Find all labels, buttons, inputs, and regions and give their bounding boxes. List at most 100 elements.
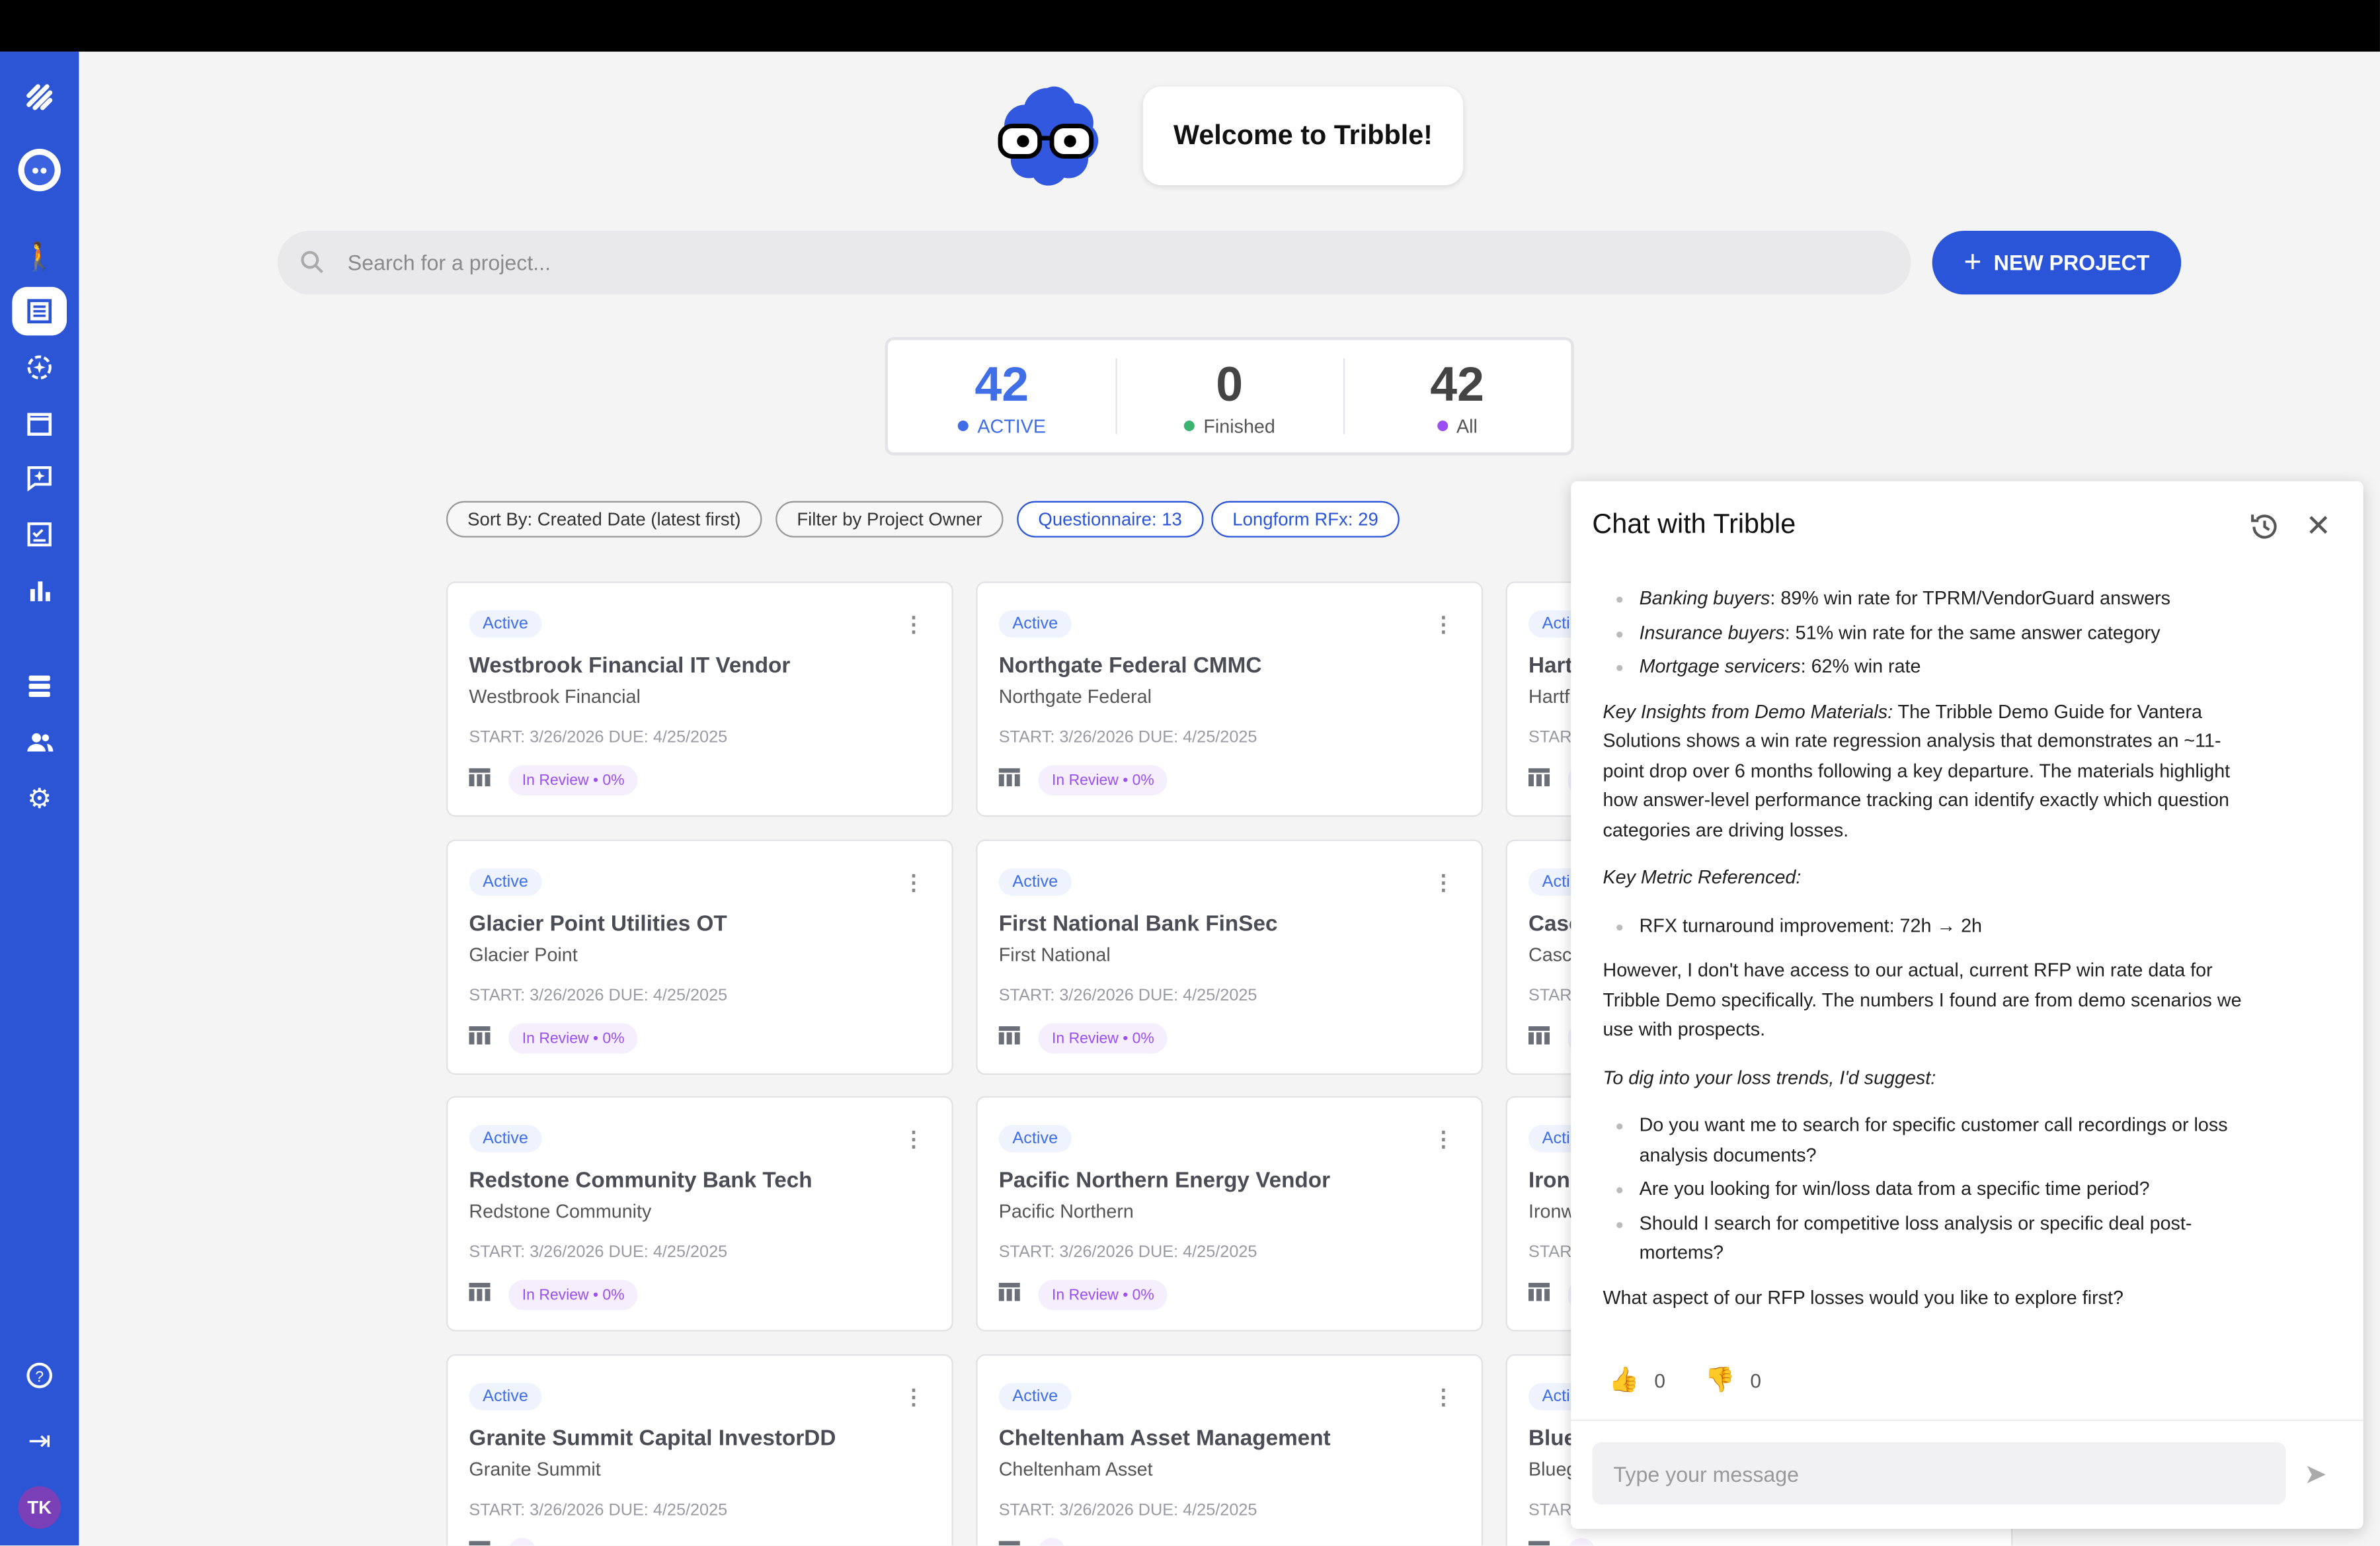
sort-chip[interactable]: Sort By: Created Date (latest first) (446, 501, 762, 538)
list-item: Should I search for competitive loss ana… (1616, 1209, 2256, 1269)
more-options-icon[interactable]: ⋮ (1433, 1384, 1454, 1409)
divider (1571, 1419, 2363, 1421)
thumbs-up-icon[interactable]: 👍 (1608, 1367, 1640, 1394)
stat-label: All (1456, 415, 1478, 437)
stat-finished[interactable]: 0 Finished (1115, 340, 1343, 452)
status-dot (1437, 420, 1448, 432)
table-icon (998, 1283, 1020, 1301)
project-card[interactable]: Active ⋮ Pacific Northern Energy Vendor … (976, 1096, 1484, 1332)
search-icon (301, 251, 323, 274)
stat-all[interactable]: 42 All (1343, 340, 1571, 452)
stat-value: 42 (974, 356, 1029, 411)
project-card[interactable]: Active ⋮ Glacier Point Utilities OT Glac… (446, 839, 953, 1075)
calendar-icon[interactable] (12, 399, 67, 448)
project-client: Westbrook Financial (469, 686, 641, 708)
project-client: Hartf (1528, 686, 1570, 708)
list-item: Insurance buyers: 51% win rate for the s… (1616, 619, 2256, 649)
project-title: Northgate Federal CMMC (998, 654, 1262, 679)
project-dates: START: 3/26/2026 DUE: 4/25/2025 (469, 1243, 728, 1262)
more-options-icon[interactable]: ⋮ (903, 1384, 925, 1409)
gear-icon[interactable]: ⚙ (27, 782, 52, 813)
status-badge: Active (998, 610, 1072, 638)
feedback-row: 👍 0 👎 0 (1609, 1365, 1761, 1395)
table-icon (469, 1026, 491, 1045)
project-search[interactable] (278, 230, 1911, 295)
list-item: Are you looking for win/loss data from a… (1616, 1175, 2256, 1205)
stat-active[interactable]: 42 ACTIVE (888, 340, 1115, 452)
search-input[interactable] (347, 250, 1714, 275)
status-badge: Active (469, 1383, 542, 1410)
list-item: Do you want me to search for specific cu… (1616, 1112, 2256, 1171)
bar-chart-icon[interactable] (12, 566, 67, 614)
collapse-icon[interactable]: ⇥ (28, 1424, 52, 1455)
project-title: Cheltenham Asset Management (998, 1427, 1331, 1451)
progress-badge: In Review • 0% (1038, 1280, 1168, 1311)
status-badge: Active (469, 610, 542, 638)
list-item: RFX turnaround improvement: 72h → 2h (1616, 912, 2256, 942)
project-client: Cheltenham Asset (998, 1459, 1153, 1481)
project-dates: START: 3/26/2026 DUE: 4/25/2025 (998, 729, 1257, 747)
progress-badge: In Review • 0% (508, 1280, 639, 1311)
longform-filter-chip[interactable]: Longform RFx: 29 (1211, 501, 1400, 538)
chat-message-input[interactable] (1592, 1442, 2286, 1505)
status-badge: Active (998, 1125, 1072, 1153)
status-badge: Active (469, 868, 542, 896)
sparkle-refresh-icon[interactable] (12, 343, 67, 391)
more-options-icon[interactable]: ⋮ (903, 870, 925, 895)
welcome-bubble: Welcome to Tribble! (1142, 86, 1464, 186)
new-project-button[interactable]: + NEW PROJECT (1932, 230, 2182, 295)
table-icon (998, 1026, 1020, 1045)
more-options-icon[interactable]: ⋮ (1433, 612, 1454, 636)
close-icon[interactable]: ✕ (2305, 510, 2331, 544)
project-title: Glacier Point Utilities OT (469, 912, 727, 937)
project-client: Ironw (1528, 1201, 1575, 1223)
thumbs-down-count: 0 (1750, 1368, 1761, 1392)
chat-sparkle-icon[interactable] (12, 454, 67, 502)
users-icon[interactable] (12, 718, 67, 766)
top-black-bar (0, 0, 2380, 52)
chat-title: Chat with Tribble (1592, 509, 1796, 540)
questionnaire-filter-chip[interactable]: Questionnaire: 13 (1017, 501, 1204, 538)
person-transfer-icon[interactable]: 🚶 (22, 240, 57, 271)
project-client: Pacific Northern (998, 1201, 1134, 1223)
thumbs-down-icon[interactable]: 👎 (1704, 1367, 1735, 1394)
project-card[interactable]: Active ⋮ Northgate Federal CMMC Northgat… (976, 581, 1484, 817)
status-badge: Active (469, 1125, 542, 1153)
project-card[interactable]: Active ⋮ First National Bank FinSec Firs… (976, 839, 1484, 1075)
owner-filter-chip[interactable]: Filter by Project Owner (775, 501, 1004, 538)
progress-badge (1567, 1537, 1595, 1546)
history-icon[interactable] (2248, 510, 2281, 544)
database-icon[interactable] (12, 662, 67, 710)
send-icon[interactable]: ➤ (2304, 1459, 2327, 1490)
project-dates: START: 3/26/2026 DUE: 4/25/2025 (469, 987, 728, 1005)
project-client: Casc (1528, 944, 1572, 966)
avatar[interactable]: TK (18, 1486, 61, 1529)
project-client: Blueg (1528, 1459, 1577, 1481)
more-options-icon[interactable]: ⋮ (1433, 870, 1454, 895)
more-options-icon[interactable]: ⋮ (903, 612, 925, 636)
project-title: Iron (1528, 1168, 1570, 1194)
project-dates: STAR (1528, 729, 1572, 747)
more-options-icon[interactable]: ⋮ (1433, 1126, 1454, 1151)
project-card[interactable]: Active ⋮ Westbrook Financial IT Vendor W… (446, 581, 953, 817)
project-card[interactable]: Active ⋮ Redstone Community Bank Tech Re… (446, 1096, 953, 1332)
table-icon (469, 1283, 491, 1301)
thumbs-up-count: 0 (1654, 1368, 1665, 1392)
projects-list-icon[interactable] (12, 286, 67, 336)
new-project-label: NEW PROJECT (1993, 250, 2150, 275)
help-icon[interactable]: ? (12, 1351, 67, 1399)
suggest-heading: To dig into your loss trends, I'd sugges… (1603, 1066, 1936, 1088)
tribble-mascot-icon[interactable]: ●● (12, 145, 67, 194)
sidebar: ●● 🚶 ⚙ ? ⇥ TK (0, 52, 79, 1546)
checklist-icon[interactable] (12, 510, 67, 558)
project-card[interactable]: Active ⋮ Granite Summit Capital Investor… (446, 1354, 953, 1546)
table-icon (469, 1541, 491, 1546)
svg-text:?: ? (35, 1367, 44, 1385)
more-options-icon[interactable]: ⋮ (903, 1126, 925, 1151)
project-card[interactable]: Active ⋮ Cheltenham Asset Management Che… (976, 1354, 1484, 1546)
table-icon (1528, 1026, 1550, 1045)
table-icon (998, 1541, 1020, 1546)
project-title: Pacific Northern Energy Vendor (998, 1168, 1331, 1194)
tribble-logo-icon[interactable] (12, 73, 67, 121)
project-dates: START: 3/26/2026 DUE: 4/25/2025 (469, 1501, 728, 1520)
